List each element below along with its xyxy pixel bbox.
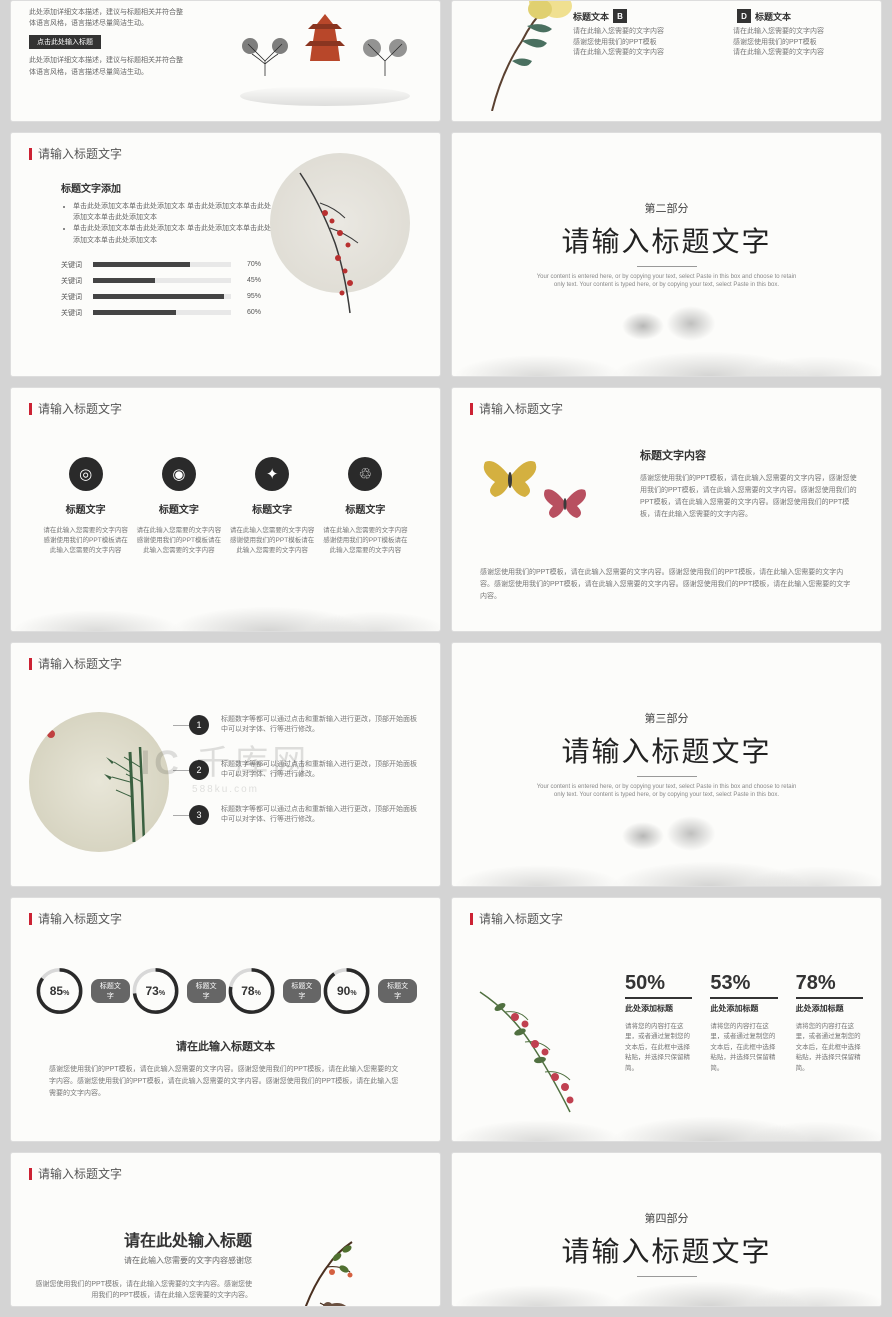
slide-section-2: 第二部分 请输入标题文字 Your content is entered her… xyxy=(451,132,882,377)
clouds xyxy=(452,1081,881,1141)
numbered-item: 3标题数字等都可以通过点击和重新输入进行更改，顶部开始面板中可以对字体、行等进行… xyxy=(189,805,422,826)
section-title: 请输入标题文字 xyxy=(470,220,863,260)
donut-label: 标题文字 xyxy=(91,979,130,1003)
slide-header: 请输入标题文字 xyxy=(470,400,863,417)
bar-row: 关键词45% xyxy=(61,276,261,286)
donut-item: 90%标题文字 xyxy=(321,962,417,1020)
clouds xyxy=(11,571,440,631)
desc: 感谢您使用我们的PPT模板，请在此输入您需要的文字内容。感谢您使用我们的PPT模… xyxy=(29,1280,252,1301)
bar-row: 关键词70% xyxy=(61,260,261,270)
slide-3: 请输入标题文字 标题文字添加 单击此处添加文本单击此处添加文本 单击此处添加文本… xyxy=(10,132,441,377)
section-sub: Your content is entered here, or by copy… xyxy=(537,273,797,290)
title-button[interactable]: 点击此处输入标题 xyxy=(29,35,101,49)
content-p1: 感谢您使用我们的PPT模板，请在此输入您需要的文字内容，感谢您使用我们的PPT模… xyxy=(640,473,863,521)
slide-header: 请输入标题文字 xyxy=(29,655,422,672)
content-p2: 感谢您使用我们的PPT模板，请在此输入您需要的文字内容。感谢您使用我们的PPT模… xyxy=(470,567,863,603)
bamboo-circle xyxy=(29,712,169,852)
donut-label: 标题文字 xyxy=(378,979,417,1003)
icon-item: ✦标题文字请在此输入您需要的文字内容感谢使用我们的PPT模板请在此输入您需要的文… xyxy=(227,457,317,555)
flower-illustration xyxy=(462,0,622,111)
slide-2: 标题文本B 请在此输入您需要的文字内容 感谢您使用我们的PPT模板 请在此输入您… xyxy=(451,0,882,122)
slide-5: 请输入标题文字 ◎标题文字请在此输入您需要的文字内容感谢使用我们的PPT模板请在… xyxy=(10,387,441,632)
section-title: 请输入标题文字 xyxy=(470,730,863,770)
number-badge: 1 xyxy=(189,715,209,735)
badge-d: D xyxy=(737,9,751,23)
title-text: 请在此输入标题文本 xyxy=(29,1038,422,1054)
icon-row: ◎标题文字请在此输入您需要的文字内容感谢使用我们的PPT模板请在此输入您需要的文… xyxy=(29,427,422,555)
slide-10: 请输入标题文字 50%此处添加标题请将您的内容打在这里，或者通过复制您的文本后，… xyxy=(451,897,882,1142)
pagoda-illustration xyxy=(240,1,410,101)
donut-item: 78%标题文字 xyxy=(226,962,322,1020)
donut-item: 85%标题文字 xyxy=(34,962,130,1020)
slide-1: 此处添加详细文本描述，建议与标题相关并符合整体语言风格，语言描述尽量简洁生动。 … xyxy=(10,0,441,122)
slide-header: 请输入标题文字 xyxy=(470,910,863,927)
bar-chart: 关键词70% 关键词45% 关键词95% 关键词60% xyxy=(61,260,261,318)
slide-9: 请输入标题文字 85%标题文字73%标题文字78%标题文字90%标题文字 请在此… xyxy=(10,897,441,1142)
numbered-item: 1标题数字等都可以通过点击和重新输入进行更改，顶部开始面板中可以对字体、行等进行… xyxy=(189,715,422,736)
icon-item: ◉标题文字请在此输入您需要的文字内容感谢使用我们的PPT模板请在此输入您需要的文… xyxy=(134,457,224,555)
clouds xyxy=(452,316,881,376)
content-title: 标题文字内容 xyxy=(640,447,863,463)
number-badge: 2 xyxy=(189,760,209,780)
desc-text: 感谢您使用我们的PPT模板，请在此输入您需要的文字内容。感谢您使用我们的PPT模… xyxy=(49,1064,402,1100)
number-badge: 3 xyxy=(189,805,209,825)
donut-chart: 85% xyxy=(34,962,85,1020)
part-label: 第四部分 xyxy=(470,1210,863,1226)
bar-row: 关键词95% xyxy=(61,292,261,302)
clouds xyxy=(452,1246,881,1306)
circle-icon: ✦ xyxy=(255,457,289,491)
slide-7: 请输入标题文字 1标题数字等都可以通过点击和重新输入进行更改，顶部开始面板中可以… xyxy=(10,642,441,887)
section-sub: Your content is entered here, or by copy… xyxy=(537,783,797,800)
bar-row: 关键词60% xyxy=(61,308,261,318)
circle-icon: ◎ xyxy=(69,457,103,491)
slide-11: 请输入标题文字 请在此处输入标题 请在此输入您需要的文字内容感谢您 感谢您使用我… xyxy=(10,1152,441,1307)
slide-section-4: 第四部分 请输入标题文字 xyxy=(451,1152,882,1307)
icon-item: ◎标题文字请在此输入您需要的文字内容感谢使用我们的PPT模板请在此输入您需要的文… xyxy=(41,457,131,555)
slide-header: 请输入标题文字 xyxy=(29,1165,422,1182)
part-label: 第二部分 xyxy=(470,200,863,216)
subtitle: 请在此输入您需要的文字内容感谢您 xyxy=(29,1255,252,1266)
slide-6: 请输入标题文字 标题文字内容 感谢您使用我们的PPT模板，请在此输入您需要的文字… xyxy=(451,387,882,632)
circle-icon: ♲ xyxy=(348,457,382,491)
body-text: 此处添加详细文本描述，建议与标题相关并符合整体语言风格，语言描述尽量简洁生动。 xyxy=(29,7,189,29)
slide-header: 请输入标题文字 xyxy=(29,400,422,417)
part-label: 第三部分 xyxy=(470,710,863,726)
donut-chart: 78% xyxy=(226,962,277,1020)
donut-chart: 90% xyxy=(321,962,372,1020)
body-text-2: 此处添加详细文本描述，建议与标题相关并符合整体语言风格，语言描述尽量简洁生动。 xyxy=(29,55,189,77)
numbered-list: 1标题数字等都可以通过点击和重新输入进行更改，顶部开始面板中可以对字体、行等进行… xyxy=(189,715,422,850)
bird-branch-illustration xyxy=(282,1227,422,1307)
donut-chart: 73% xyxy=(130,962,181,1020)
bullet-list: 单击此处添加文本单击此处添加文本 单击此处添加文本单击此处添加文本单击此处添加文… xyxy=(61,201,271,246)
butterfly-illustration xyxy=(470,447,620,547)
donut-item: 73%标题文字 xyxy=(130,962,226,1020)
icon-item: ♲标题文字请在此输入您需要的文字内容感谢使用我们的PPT模板请在此输入您需要的文… xyxy=(320,457,410,555)
slide-section-3: 第三部分 请输入标题文字 Your content is entered her… xyxy=(451,642,882,887)
donut-label: 标题文字 xyxy=(283,979,322,1003)
clouds xyxy=(452,826,881,886)
circle-icon: ◉ xyxy=(162,457,196,491)
plum-branch xyxy=(280,163,400,323)
numbered-item: 2标题数字等都可以通过点击和重新输入进行更改，顶部开始面板中可以对字体、行等进行… xyxy=(189,760,422,781)
donut-label: 标题文字 xyxy=(187,979,226,1003)
slide-header: 请输入标题文字 xyxy=(29,910,422,927)
donut-row: 85%标题文字73%标题文字78%标题文字90%标题文字 xyxy=(29,937,422,1020)
item-d: D标题文本 请在此输入您需要的文字内容 感谢您使用我们的PPT模板 请在此输入您… xyxy=(733,9,863,59)
title: 请在此处输入标题 xyxy=(29,1227,252,1251)
